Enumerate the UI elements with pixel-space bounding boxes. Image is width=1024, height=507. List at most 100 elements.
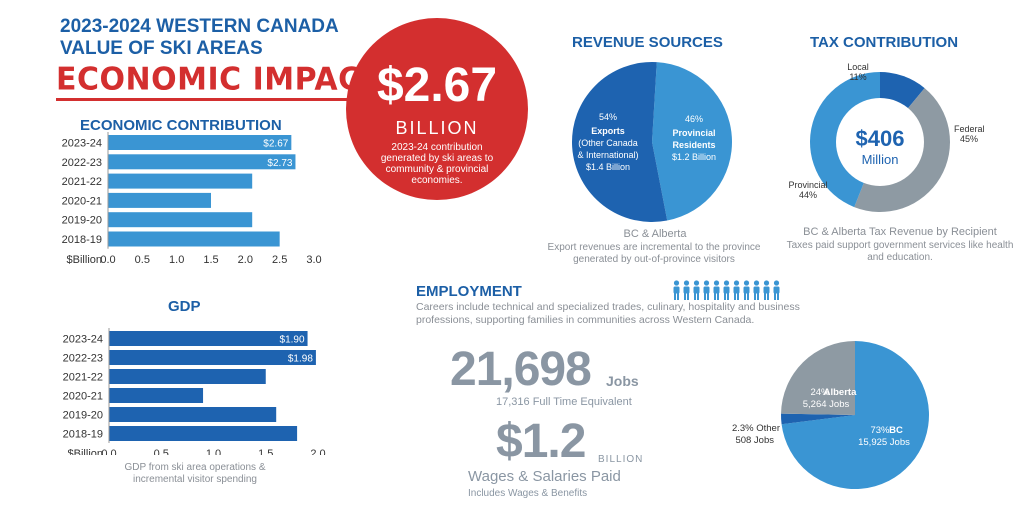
person-icon xyxy=(673,280,680,300)
category-label: 2019-20 xyxy=(62,215,102,227)
bar-value-label: $2.67 xyxy=(263,139,288,150)
x-tick-label: 0.5 xyxy=(154,448,169,455)
person-icon xyxy=(703,280,710,300)
headline-amount: $2.67 xyxy=(376,59,498,112)
alberta-jobs: 5,264 Jobs xyxy=(803,399,850,410)
alberta-pct: 24% xyxy=(810,387,830,398)
bar xyxy=(109,369,266,384)
econ-chart: 2023-24 $2.67 2022-23 $2.73 2021-22 2020-21 20… xyxy=(62,132,322,265)
bc-name: BC xyxy=(889,425,903,436)
jobs-slice-other xyxy=(781,413,855,425)
tax-federal-pct: 45% xyxy=(960,134,978,144)
x-tick-label: 2.0 xyxy=(310,448,325,455)
bar xyxy=(108,231,280,247)
x-tick-label: 1.5 xyxy=(203,254,218,265)
x-tick-label: 0.0 xyxy=(100,254,115,265)
bar xyxy=(108,173,253,189)
exports-name: Exports xyxy=(591,126,625,136)
x-tick-label: 1.5 xyxy=(258,448,273,455)
wages-amount: $1.2 xyxy=(496,415,586,468)
x-axis-label: $Billion xyxy=(67,254,102,265)
jobs-slice-bc xyxy=(781,341,929,489)
revenue-pie: 54% Exports (Other Canada & International) $… xyxy=(572,62,732,222)
title-line-1: 2023-2024 WESTERN CANADA xyxy=(60,16,339,37)
revenue-note: Export revenues are incremental to the p… xyxy=(547,242,761,265)
people-icons xyxy=(672,280,782,305)
economic-impact-heading: ECONOMIC IMPACT xyxy=(56,61,382,98)
bar xyxy=(109,388,204,403)
category-label: 2020-21 xyxy=(62,195,102,207)
bar xyxy=(109,331,308,346)
donut-hole xyxy=(836,98,924,186)
residents-name: Provincial xyxy=(672,128,715,138)
gdp-note: GDP from ski area operations & increment… xyxy=(124,462,266,485)
person-icon xyxy=(763,280,770,300)
tax-provincial-pct: 44% xyxy=(799,190,817,200)
tax-center-amount: $406 xyxy=(856,126,905,151)
tax-center-unit: Million xyxy=(862,152,899,167)
bar-value-label: $1.90 xyxy=(280,335,305,346)
x-tick-label: 0.5 xyxy=(135,254,150,265)
headline-unit: BILLION xyxy=(395,118,479,138)
bar xyxy=(109,407,277,422)
exports-pct: 54% xyxy=(599,112,617,122)
person-icon xyxy=(753,280,760,300)
tax-caption: BC & Alberta Tax Revenue by Recipient xyxy=(803,226,997,238)
employment-description: Careers include technical and specialize… xyxy=(416,301,800,326)
x-tick-label: 0.0 xyxy=(101,448,116,455)
category-label: 2023-24 xyxy=(62,138,102,150)
exports-detail: (Other Canada xyxy=(578,138,638,148)
jobs-slice-alberta xyxy=(781,341,855,415)
exports-detail: & International) xyxy=(577,150,638,160)
bar xyxy=(108,135,292,150)
category-label: 2018-19 xyxy=(63,429,103,441)
category-label: 2022-23 xyxy=(63,353,103,365)
person-icon xyxy=(723,280,730,300)
tax-local-label: Local xyxy=(847,62,869,72)
bar xyxy=(108,212,253,228)
headline-description: 2023-24 contribution generated by ski ar… xyxy=(380,142,494,186)
alberta-name: Alberta xyxy=(824,387,857,398)
tax-provincial-label: Provincial xyxy=(788,180,827,190)
wages-note: Includes Wages & Benefits xyxy=(468,488,588,499)
person-icon xyxy=(693,280,700,300)
fte-label: 17,316 Full Time Equivalent xyxy=(496,396,632,408)
wages-unit: BILLION xyxy=(598,454,644,465)
category-label: 2023-24 xyxy=(63,334,103,346)
bc-pct: 73% xyxy=(870,425,890,436)
wages-label: Wages & Salaries Paid xyxy=(468,468,621,485)
category-label: 2019-20 xyxy=(63,410,103,422)
bar xyxy=(108,154,296,170)
category-label: 2021-22 xyxy=(62,176,102,188)
bc-jobs: 15,925 Jobs xyxy=(858,437,910,448)
bar xyxy=(109,426,298,441)
gdp-chart: 2023-24 $1.90 2022-23 $1.98 2021-22 2020-21 20… xyxy=(63,328,326,455)
tax-federal-label: Federal xyxy=(954,124,985,134)
category-label: 2020-21 xyxy=(63,391,103,403)
residents-amount: $1.2 Billion xyxy=(672,152,716,162)
revenue-caption: BC & Alberta xyxy=(623,228,687,240)
bar-value-label: $1.98 xyxy=(288,354,313,365)
tax-note: Taxes paid support government services l… xyxy=(786,240,1014,263)
jobs-unit: Jobs xyxy=(606,373,639,389)
revenue-title: REVENUE SOURCES xyxy=(572,34,723,51)
gdp-chart-title: GDP xyxy=(168,298,201,315)
exports-amount: $1.4 Billion xyxy=(586,162,630,172)
x-tick-label: 2.5 xyxy=(272,254,287,265)
other-jobs: 508 Jobs xyxy=(735,435,774,446)
person-icon xyxy=(773,280,780,300)
pie-slice-exports xyxy=(572,62,668,222)
title-line-2: VALUE OF SKI AREAS xyxy=(60,38,263,59)
bar xyxy=(109,350,316,365)
employment-title: EMPLOYMENT xyxy=(416,283,522,300)
category-label: 2022-23 xyxy=(62,157,102,169)
tax-local-pct: 11% xyxy=(849,72,866,82)
x-tick-label: 2.0 xyxy=(238,254,253,265)
category-label: 2018-19 xyxy=(62,234,102,246)
person-icon xyxy=(683,280,690,300)
other-label: 2.3% Other xyxy=(732,423,780,434)
headline-circle: $2.67 BILLION 2023-24 contribution gener… xyxy=(346,18,528,200)
pie-slice-residents xyxy=(652,62,732,221)
x-tick-label: 1.0 xyxy=(206,448,221,455)
